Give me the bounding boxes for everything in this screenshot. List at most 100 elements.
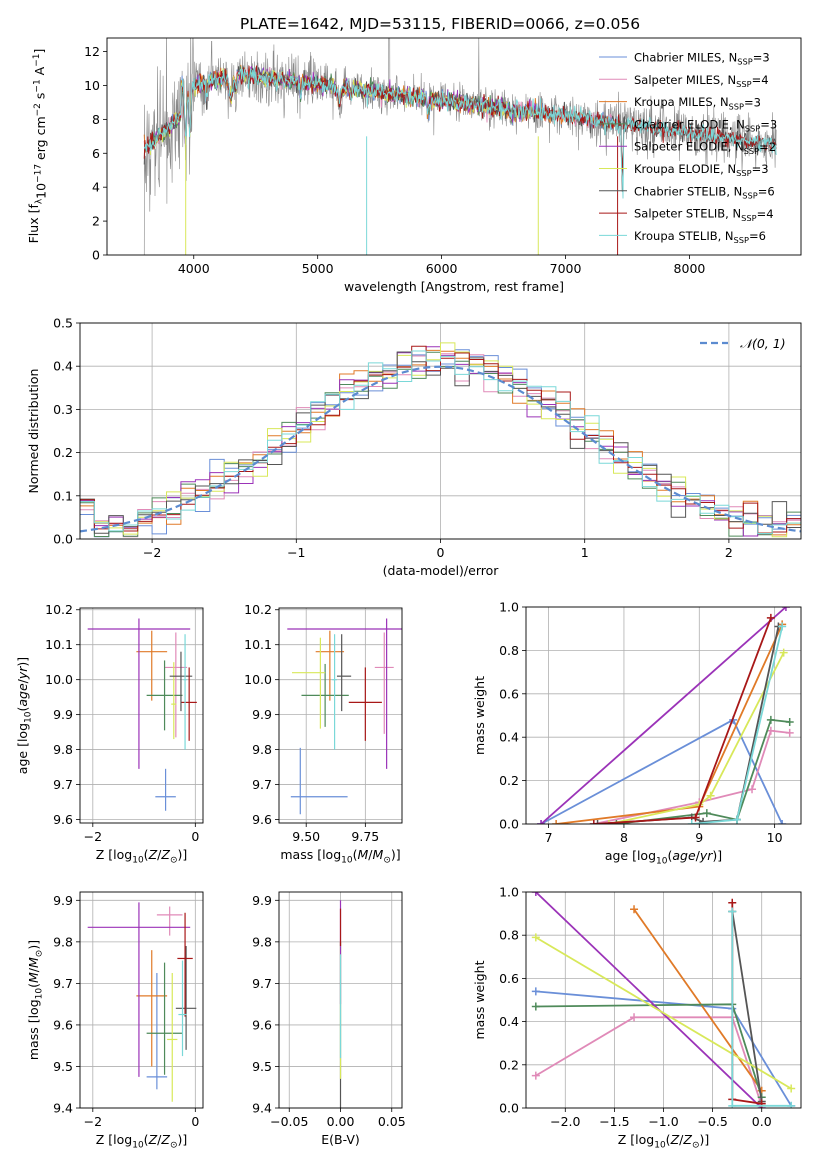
y-tick-label: 9.6 [252, 812, 272, 827]
y-tick-label: 10.2 [244, 602, 272, 617]
weight-line [731, 911, 763, 1102]
x-tick-label: 0 [191, 829, 199, 844]
error-bar-point [155, 768, 176, 811]
weight-marker [702, 809, 711, 818]
x-axis-label: (data-model)/error [383, 563, 500, 578]
y-axis-label: mass [log10(M/M⊙)] [26, 940, 45, 1060]
y-axis-label: mass weight [472, 960, 487, 1039]
error-bar-point [171, 662, 177, 740]
error-bar-point [290, 747, 348, 815]
weight-marker [630, 1013, 639, 1022]
model-spectrum-line [143, 67, 777, 199]
axes-frame [278, 891, 403, 1109]
weight-marker [728, 1101, 737, 1108]
y-tick-label: 0.6 [499, 686, 519, 701]
x-tick-label: 1 [581, 545, 589, 560]
weight-marker [612, 820, 621, 824]
weight-series [589, 613, 775, 824]
weight-marker [687, 820, 696, 824]
weight-series [531, 1000, 766, 1102]
weight-marker [766, 726, 775, 735]
error-bar-point [177, 912, 193, 1017]
y-tick-label: 9.6 [252, 1017, 272, 1032]
y-axis-label: Normed distribution [26, 369, 41, 494]
weight-series [604, 648, 788, 824]
plot-area [80, 342, 801, 539]
x-axis-label: Z [log10(Z/Z⊙)] [96, 1132, 188, 1151]
y-tick-label: 0.0 [499, 817, 519, 832]
weight-series [531, 1013, 766, 1108]
error-bar-point [167, 973, 178, 1102]
weight-marker [787, 1101, 796, 1108]
x-axis-label: wavelength [Angstrom, rest frame] [344, 279, 564, 294]
y-tick-label: 9.9 [53, 893, 73, 908]
axes-residuals: −2 −1 0 1 2 0.0 0.1 0.2 0.3 0.4 0.5 (data-model)/er… [26, 316, 802, 578]
weight-marker [732, 815, 741, 824]
plot-area [531, 892, 796, 1108]
error-bar-point [287, 618, 402, 769]
y-tick-label: 9.9 [252, 707, 272, 722]
y-tick-label: 0.4 [499, 730, 519, 745]
plot-area [87, 618, 197, 811]
error-bar-point [348, 667, 382, 741]
weight-marker [728, 898, 737, 907]
legend: 𝒩(0, 1) [700, 336, 786, 351]
weight-marker [531, 892, 540, 896]
weight-marker [552, 820, 561, 824]
y-tick-label: 0.1 [53, 488, 73, 503]
y-tick-label: 0.8 [499, 928, 519, 943]
weight-line [608, 652, 785, 824]
x-tick-label: −1 [287, 545, 305, 560]
x-tick-label: 9.50 [292, 829, 320, 844]
y-tick-label: 9.7 [53, 777, 73, 792]
x-tick-label: 0 [437, 545, 445, 560]
y-tick-label: 0.2 [499, 1057, 519, 1072]
error-bar-point [136, 630, 168, 701]
weight-marker [604, 820, 613, 824]
x-axis-label: age [log10(age/yr)] [605, 848, 722, 867]
figure-title: PLATE=1642, MJD=53115, FIBERID=0066, z=0… [240, 15, 640, 33]
weight-series [593, 622, 783, 824]
y-tick-label: 1.0 [499, 885, 519, 900]
weight-marker [778, 820, 787, 824]
x-tick-label: −2 [84, 829, 102, 844]
error-bar-point [178, 960, 187, 1057]
axes-mass-weight-vs-age: 7 8 9 10 0.0 0.2 0.4 0.6 0.8 1.0 age [log10(age/yr… [472, 600, 802, 867]
weight-marker [630, 905, 639, 914]
model-spectrum-line [143, 65, 777, 182]
weight-marker [728, 907, 737, 916]
weight-marker [787, 1084, 796, 1093]
x-axis-label: E(B-V) [321, 1132, 360, 1147]
legend-label: Kroupa MILES, NSSP=3 [634, 95, 761, 111]
error-bar-point [156, 906, 183, 936]
y-tick-label: 9.6 [53, 1017, 73, 1032]
legend-label: Chabrier MILES, NSSP=3 [634, 51, 770, 67]
y-tick-label: 9.8 [53, 934, 73, 949]
gaussian-reference-curve [80, 365, 801, 533]
y-tick-label: 0.3 [53, 402, 73, 417]
y-tick-label: 0.2 [499, 773, 519, 788]
x-axis-label: Z [log10(Z/Z⊙)] [618, 1132, 710, 1151]
weight-line [633, 908, 763, 1092]
error-bar-point [87, 618, 191, 769]
axis-group: −2.0 −1.5 −1.0 −0.5 0.0 0.0 0.2 0.4 0.6 0.8 1.0 Z [… [472, 885, 802, 1151]
y-tick-label: 10.1 [244, 637, 272, 652]
x-tick-label: 7000 [550, 261, 582, 276]
x-tick-label: −1.0 [648, 1114, 678, 1129]
weight-marker [589, 820, 598, 824]
weight-marker [781, 607, 790, 611]
error-bar-point [292, 637, 326, 729]
x-tick-label: −0.5 [697, 1114, 727, 1129]
axes-spectrum: 4000 5000 6000 7000 8000 0 2 4 6 8 10 12 wavelength … [26, 37, 802, 294]
weight-marker [706, 791, 715, 800]
y-tick-label: 9.9 [252, 893, 272, 908]
axis-group: 7 8 9 10 0.0 0.2 0.4 0.6 0.8 1.0 age [log10(age/yr… [472, 600, 802, 867]
legend-label: Chabrier STELIB, NSSP=6 [634, 184, 775, 200]
axes-frame [79, 891, 204, 1109]
x-tick-label: −2.0 [550, 1114, 580, 1129]
y-axis-label: Flux [fλ10−17 erg cm−2 s−1 A−1] [26, 49, 49, 244]
weight-marker [531, 1071, 540, 1080]
y-tick-label: 10.2 [45, 602, 73, 617]
axis-group: −2 −1 0 1 2 0.0 0.1 0.2 0.3 0.4 0.5 (data-model)/er… [26, 316, 802, 578]
